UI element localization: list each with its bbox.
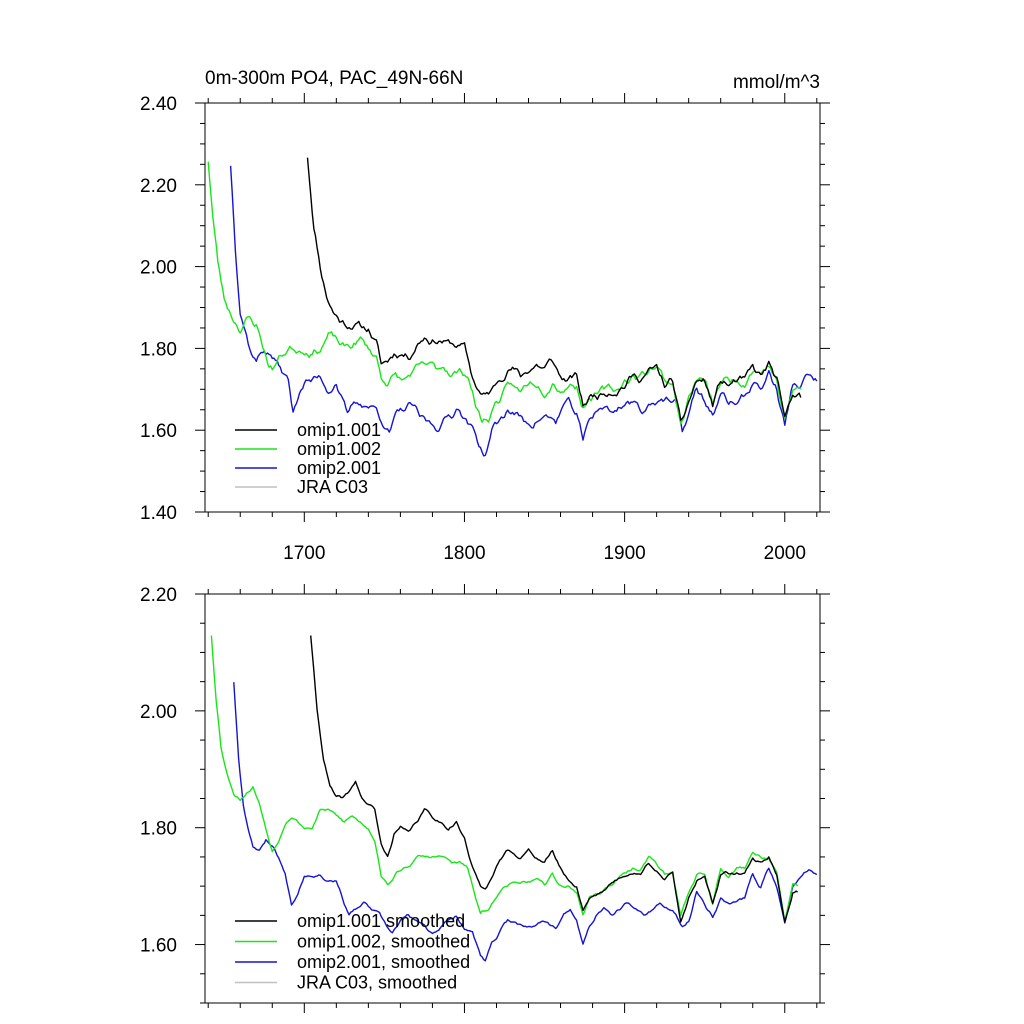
units-label: mmol/m^3: [733, 72, 820, 93]
y-tick-label: 1.80: [140, 339, 177, 360]
smoothed-panel: 1.60 1.80 2.00 2.20 omip1.001 smoothedomip1.…: [140, 584, 830, 1013]
y-tick-label: 2.20: [140, 176, 177, 197]
x-tick-label: 1800: [443, 543, 485, 564]
series-line-omip2-001: [229, 165, 818, 457]
x-tick-label: 1900: [603, 543, 645, 564]
legend-label: omip2.001, smoothed: [297, 952, 470, 972]
series-line-omip1-001: [310, 635, 798, 923]
legend-label: JRA C03: [297, 477, 368, 497]
y-tick-label: 1.60: [140, 421, 177, 442]
annual-panel: 1700 1800 1900 2000 1.40 1.60 1.80 2.00 2.20 2.40…: [140, 93, 830, 564]
legend-label: omip1.001: [297, 420, 381, 440]
x-tick-label: 1700: [283, 543, 325, 564]
legend-label: omip1.002, smoothed: [297, 932, 470, 952]
y-tick-label: 1.60: [140, 936, 177, 957]
legend-label: omip2.001: [297, 458, 381, 478]
series-line-omip2-001: [233, 682, 818, 962]
y-tick-label: 2.20: [140, 585, 177, 606]
y-tick-label: 1.80: [140, 819, 177, 840]
y-tick-label: 1.40: [140, 503, 177, 524]
legend-label: omip1.001 smoothed: [297, 911, 465, 931]
series-line-omip1-002: [210, 635, 799, 923]
series-line-omip1-001: [306, 157, 802, 421]
y-tick-label: 2.00: [140, 702, 177, 723]
chart-title: 0m-300m PO4, PAC_49N-66N: [205, 68, 463, 89]
x-tick-label: 2000: [764, 543, 806, 564]
y-tick-label: 2.00: [140, 258, 177, 279]
legend-label: omip1.002: [297, 439, 381, 459]
series-line-omip1-002: [207, 161, 802, 425]
legend-label: JRA C03, smoothed: [297, 973, 457, 993]
y-tick-label: 2.40: [140, 94, 177, 115]
